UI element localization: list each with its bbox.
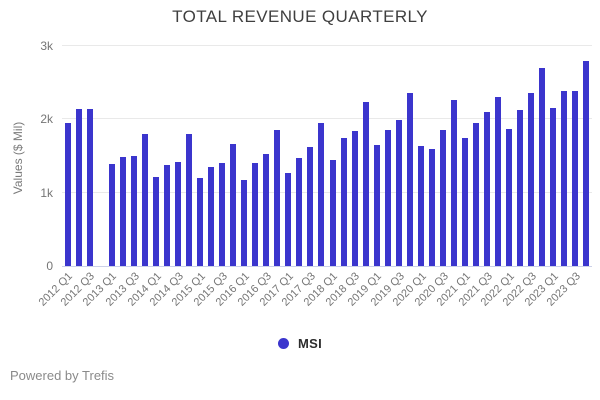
chart-title: TOTAL REVENUE QUARTERLY (172, 7, 428, 26)
bar[interactable] (241, 179, 248, 266)
bar[interactable] (506, 128, 513, 266)
y-axis-title: Values ($ Mil) (11, 121, 25, 195)
gridline (62, 118, 592, 120)
bar[interactable] (439, 129, 446, 266)
bar[interactable] (318, 123, 325, 266)
bar[interactable] (252, 162, 259, 266)
bar[interactable] (517, 110, 524, 266)
bar[interactable] (108, 164, 115, 266)
bar[interactable] (340, 138, 347, 266)
bar[interactable] (185, 133, 192, 266)
bar[interactable] (263, 154, 270, 266)
bar[interactable] (395, 120, 402, 266)
bar[interactable] (285, 173, 292, 266)
bar[interactable] (329, 159, 336, 266)
bar[interactable] (417, 145, 424, 266)
bar[interactable] (351, 130, 358, 266)
bar[interactable] (152, 176, 159, 266)
bar[interactable] (572, 91, 579, 266)
bar[interactable] (197, 178, 204, 266)
legend: MSI (0, 333, 600, 353)
powered-by-trefis-link[interactable]: Powered by Trefis (10, 368, 115, 383)
y-tick-label: 3k (40, 39, 53, 53)
bar[interactable] (561, 91, 568, 266)
bar[interactable] (163, 164, 170, 266)
bar[interactable] (362, 101, 369, 266)
bar[interactable] (274, 129, 281, 266)
bar[interactable] (119, 157, 126, 266)
bar[interactable] (462, 137, 469, 266)
bar[interactable] (130, 155, 137, 266)
bar[interactable] (86, 108, 93, 266)
bar[interactable] (373, 145, 380, 266)
bar[interactable] (484, 112, 491, 266)
bar[interactable] (473, 122, 480, 266)
bar[interactable] (230, 143, 237, 266)
bar[interactable] (550, 108, 557, 266)
gridline (62, 45, 592, 46)
bar[interactable] (450, 100, 457, 266)
bar[interactable] (428, 148, 435, 266)
gridline (62, 191, 592, 193)
y-tick-label: 0 (46, 259, 53, 273)
bar[interactable] (208, 166, 215, 266)
bar[interactable] (64, 123, 71, 266)
bar[interactable] (583, 61, 590, 266)
bar[interactable] (495, 97, 502, 266)
y-tick-label: 1k (40, 185, 53, 200)
bar[interactable] (528, 92, 535, 266)
legend-marker-icon[interactable] (277, 337, 289, 349)
bar[interactable] (141, 133, 148, 266)
bar[interactable] (539, 68, 546, 266)
bar[interactable] (384, 130, 391, 266)
plot-area: 0 1k 2k 3k 2012 Q1 2012 Q3 2013 Q1 2013 Q3 2014… (37, 40, 592, 309)
bar[interactable] (307, 147, 314, 266)
bar[interactable] (296, 158, 303, 266)
bar[interactable] (406, 92, 413, 266)
legend-series-label[interactable]: MSI (297, 335, 322, 351)
bar[interactable] (219, 162, 226, 266)
y-tick-label: 2k (40, 112, 53, 127)
bar[interactable] (75, 108, 82, 266)
bar[interactable] (174, 161, 181, 266)
